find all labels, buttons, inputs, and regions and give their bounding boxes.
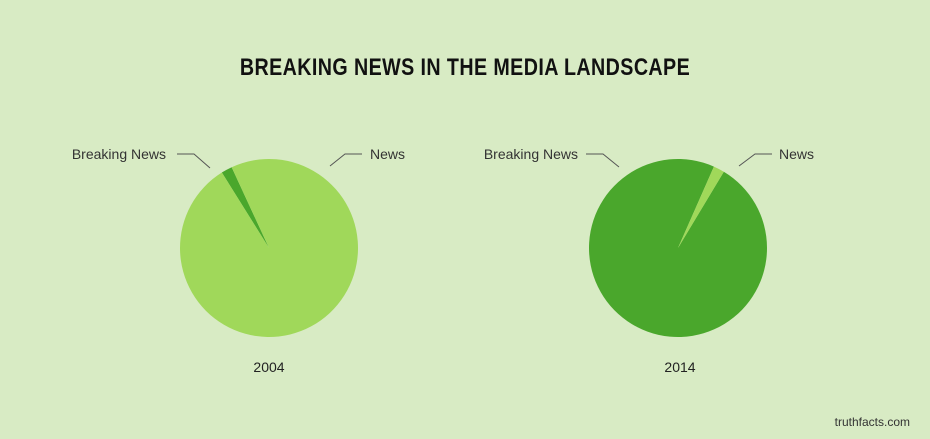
watermark: truthfacts.com	[834, 415, 910, 429]
pie-slice-news-2014	[678, 166, 724, 248]
label-news-2004: News	[370, 146, 405, 162]
pie-2004: Breaking News News 2004	[72, 146, 405, 375]
pie-slice-news-2004	[179, 159, 359, 337]
chart-title: BREAKING NEWS IN THE MEDIA LANDSCAPE	[239, 54, 691, 81]
pie-slice-breaking-news-2004	[221, 167, 269, 248]
leader-line-breaking-news-2014	[586, 153, 620, 168]
year-label-2004: 2004	[253, 359, 284, 375]
pie-slice-breaking-news-2014	[589, 159, 768, 338]
pie-2014: Breaking News News 2014	[484, 146, 814, 375]
label-breaking-news-2004: Breaking News	[72, 146, 166, 162]
label-news-2014: News	[779, 146, 814, 162]
leader-line-news-2004	[329, 153, 362, 167]
label-breaking-news-2014: Breaking News	[484, 146, 578, 162]
leader-line-news-2014	[738, 153, 772, 167]
leader-line-breaking-news-2004	[177, 153, 211, 169]
year-label-2014: 2014	[664, 359, 695, 375]
